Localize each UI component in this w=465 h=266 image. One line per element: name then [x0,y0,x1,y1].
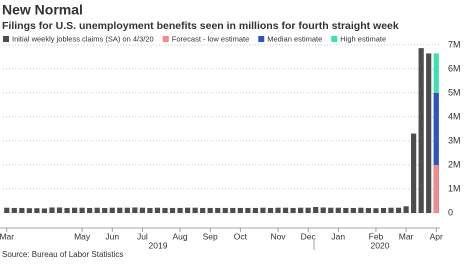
bar [433,165,439,213]
x-tick-label: Jul [137,231,148,241]
bar [184,207,191,213]
y-tick-label: 0 [448,207,453,217]
bar [350,207,356,213]
bar [87,207,93,213]
legend-label: Median estimate [267,34,322,43]
bar [132,207,138,213]
bar [147,207,153,213]
bar [177,207,183,213]
bar [154,207,161,213]
y-tick-label: 5M [448,87,461,97]
x-tick-label: Dec [301,231,317,241]
bar [237,207,243,213]
y-tick-label: 2M [448,159,461,169]
bar [94,207,100,213]
bar [395,207,402,213]
bar [26,208,32,213]
x-tick-label: Jun [105,231,119,241]
legend-swatch [258,36,265,42]
bar [245,207,251,213]
legend-swatch [162,36,169,42]
bar [335,207,341,213]
y-tick-label: 4M [448,111,461,121]
bar [365,207,372,213]
bar [109,207,115,213]
bar [267,207,274,213]
bar [169,207,176,213]
x-tick-label: Mar [0,231,14,241]
chart-title: New Normal [2,2,83,18]
bar [192,207,198,213]
bar [162,207,168,213]
bar [102,207,108,213]
bar [56,207,63,213]
bar [298,207,304,213]
bar [64,207,70,213]
chart-subtitle: Filings for U.S. unemployment benefits s… [2,20,399,32]
bar [222,207,228,213]
bar [418,48,424,214]
bar [49,207,55,213]
bar [252,207,259,213]
bar [380,207,387,213]
bar [343,207,349,213]
legend-swatch [3,36,9,42]
legend-label: High estimate [340,34,386,43]
bar [433,93,439,213]
x-tick-label: May [74,231,91,241]
legend-label: Forecast - low estimate [172,34,250,43]
bar [34,208,40,213]
bar [313,207,319,213]
bar [200,207,206,213]
y-tick-label: 1M [448,183,461,193]
x-tick-label: Oct [234,231,248,241]
y-tick-label: 3M [448,135,461,145]
year-label: 2019 [149,240,168,250]
bar [275,207,281,213]
x-tick-label: Apr [430,231,443,241]
bar [320,207,326,213]
x-tick-label: Jan [331,231,345,241]
bar [230,207,236,213]
bar [403,206,409,213]
bar [215,207,221,213]
bar [260,207,266,213]
y-tick-label: 7M [448,39,461,49]
bar [411,133,417,213]
bar [139,207,145,213]
bar [4,207,10,213]
bar [305,207,311,213]
bar [11,207,17,213]
x-tick-label: Aug [172,231,187,241]
bar [207,207,213,213]
bar [19,207,25,213]
bar [79,207,85,213]
x-tick-label: Nov [270,231,286,241]
bar [124,207,130,213]
bar [358,207,364,213]
bar [388,207,394,213]
bar [426,53,432,214]
legend-label: Initial weekly jobless claims (SA) on 4/… [12,34,154,43]
x-tick-label: Sep [203,231,218,241]
x-tick-label: Feb [369,231,384,241]
bar [328,207,334,213]
bar [373,208,379,213]
y-tick-label: 6M [448,63,461,73]
legend-swatch [331,36,338,42]
bar [290,207,296,213]
source: Source: Bureau of Labor Statistics [2,250,123,259]
year-label: 2020 [371,240,390,250]
bar [41,208,48,213]
bar [117,207,123,213]
x-tick-label: Mar [399,231,414,241]
bar [282,207,289,213]
bar [71,207,78,213]
